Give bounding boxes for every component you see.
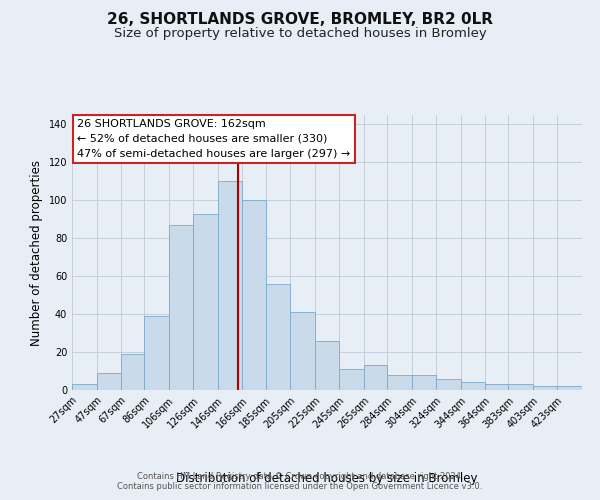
Bar xyxy=(72,384,97,390)
Bar xyxy=(218,182,242,390)
Bar xyxy=(412,375,436,390)
Text: 26 SHORTLANDS GROVE: 162sqm
← 52% of detached houses are smaller (330)
47% of se: 26 SHORTLANDS GROVE: 162sqm ← 52% of det… xyxy=(77,119,350,158)
Bar xyxy=(436,378,461,390)
Bar xyxy=(364,366,387,390)
Bar xyxy=(242,200,266,390)
Bar xyxy=(290,312,315,390)
Bar xyxy=(461,382,485,390)
Text: 26, SHORTLANDS GROVE, BROMLEY, BR2 0LR: 26, SHORTLANDS GROVE, BROMLEY, BR2 0LR xyxy=(107,12,493,28)
Bar xyxy=(533,386,557,390)
Text: Contains HM Land Registry data © Crown copyright and database right 2024.: Contains HM Land Registry data © Crown c… xyxy=(137,472,463,481)
Text: Size of property relative to detached houses in Bromley: Size of property relative to detached ho… xyxy=(113,28,487,40)
Bar xyxy=(485,384,508,390)
Bar xyxy=(508,384,533,390)
Y-axis label: Number of detached properties: Number of detached properties xyxy=(30,160,43,346)
Bar xyxy=(169,225,193,390)
Bar xyxy=(121,354,145,390)
Bar xyxy=(193,214,218,390)
Bar xyxy=(557,386,582,390)
Bar xyxy=(387,375,412,390)
Bar xyxy=(97,373,121,390)
Bar xyxy=(339,369,364,390)
Bar xyxy=(315,340,339,390)
X-axis label: Distribution of detached houses by size in Bromley: Distribution of detached houses by size … xyxy=(176,472,478,484)
Bar xyxy=(145,316,169,390)
Text: Contains public sector information licensed under the Open Government Licence v3: Contains public sector information licen… xyxy=(118,482,482,491)
Bar xyxy=(266,284,290,390)
